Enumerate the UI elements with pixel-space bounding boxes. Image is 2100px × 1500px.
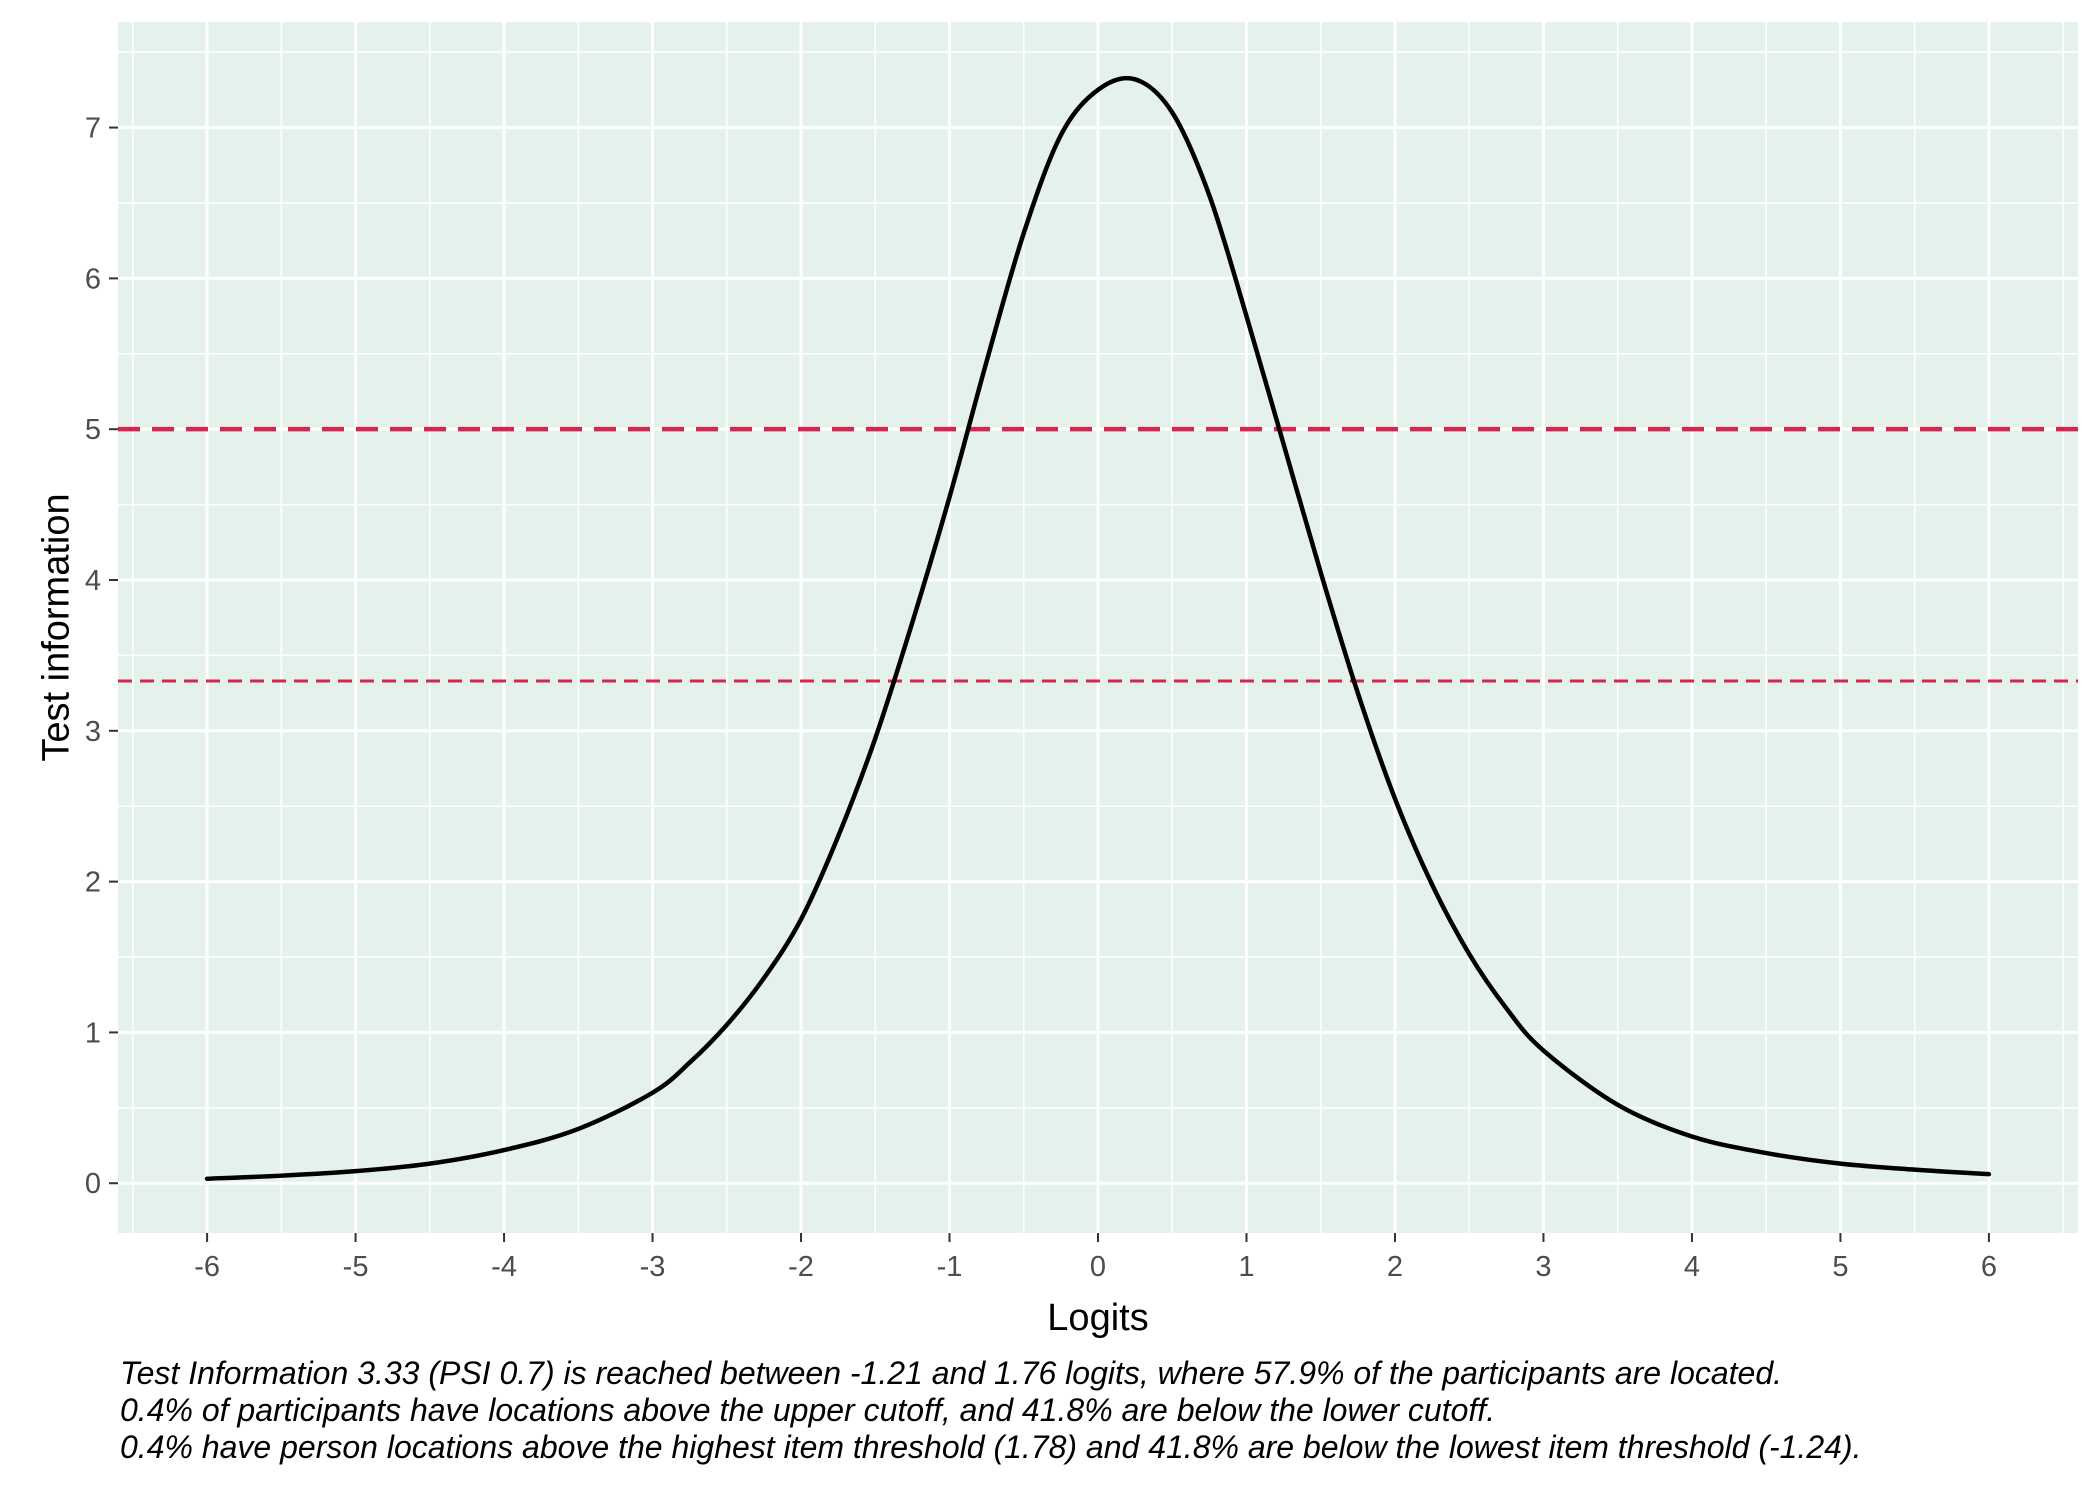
y-tick-label: 7 bbox=[85, 113, 101, 145]
x-tick-label: 5 bbox=[1832, 1251, 1848, 1283]
x-tick-label: -3 bbox=[640, 1251, 666, 1283]
reference-lines bbox=[118, 426, 2078, 683]
caption-line-1: Test Information 3.33 (PSI 0.7) is reach… bbox=[120, 1355, 1783, 1391]
y-tick-label: 3 bbox=[85, 716, 101, 748]
y-tick-label: 5 bbox=[85, 414, 101, 446]
x-tick-label: 2 bbox=[1387, 1251, 1403, 1283]
x-tick-label: 0 bbox=[1090, 1251, 1106, 1283]
y-tick-label: 6 bbox=[85, 263, 101, 295]
y-tick-label: 4 bbox=[85, 565, 101, 597]
x-tick-label: -1 bbox=[937, 1251, 963, 1283]
x-tick-label: -4 bbox=[491, 1251, 517, 1283]
caption-line-3: 0.4% have person locations above the hig… bbox=[120, 1429, 1862, 1465]
x-axis-title: Logits bbox=[1047, 1297, 1148, 1339]
y-tick-label: 0 bbox=[85, 1168, 101, 1200]
x-tick-label: -2 bbox=[788, 1251, 814, 1283]
x-tick-label: 3 bbox=[1535, 1251, 1551, 1283]
x-axis: -6 -5 -4 -3 -2 -1 0 1 2 3 4 5 6 bbox=[194, 1233, 1997, 1283]
test-information-chart: -6 -5 -4 -3 -2 -1 0 1 2 3 4 5 6 0 1 2 3 4 5 6 7 Logits Test… bbox=[35, 22, 2078, 1339]
y-tick-label: 2 bbox=[85, 867, 101, 899]
x-tick-label: 6 bbox=[1981, 1251, 1997, 1283]
x-tick-label: -5 bbox=[343, 1251, 369, 1283]
caption: Test Information 3.33 (PSI 0.7) is reach… bbox=[120, 1355, 2080, 1466]
x-tick-label: 4 bbox=[1684, 1251, 1700, 1283]
caption-line-2: 0.4% of participants have locations abov… bbox=[120, 1392, 1496, 1428]
x-tick-label: 1 bbox=[1238, 1251, 1254, 1283]
x-tick-label: -6 bbox=[194, 1251, 220, 1283]
y-axis-title: Test information bbox=[35, 493, 77, 761]
test-information-curve bbox=[204, 75, 1992, 1181]
y-axis: 0 1 2 3 4 5 6 7 bbox=[85, 113, 118, 1200]
y-tick-label: 1 bbox=[85, 1017, 101, 1049]
